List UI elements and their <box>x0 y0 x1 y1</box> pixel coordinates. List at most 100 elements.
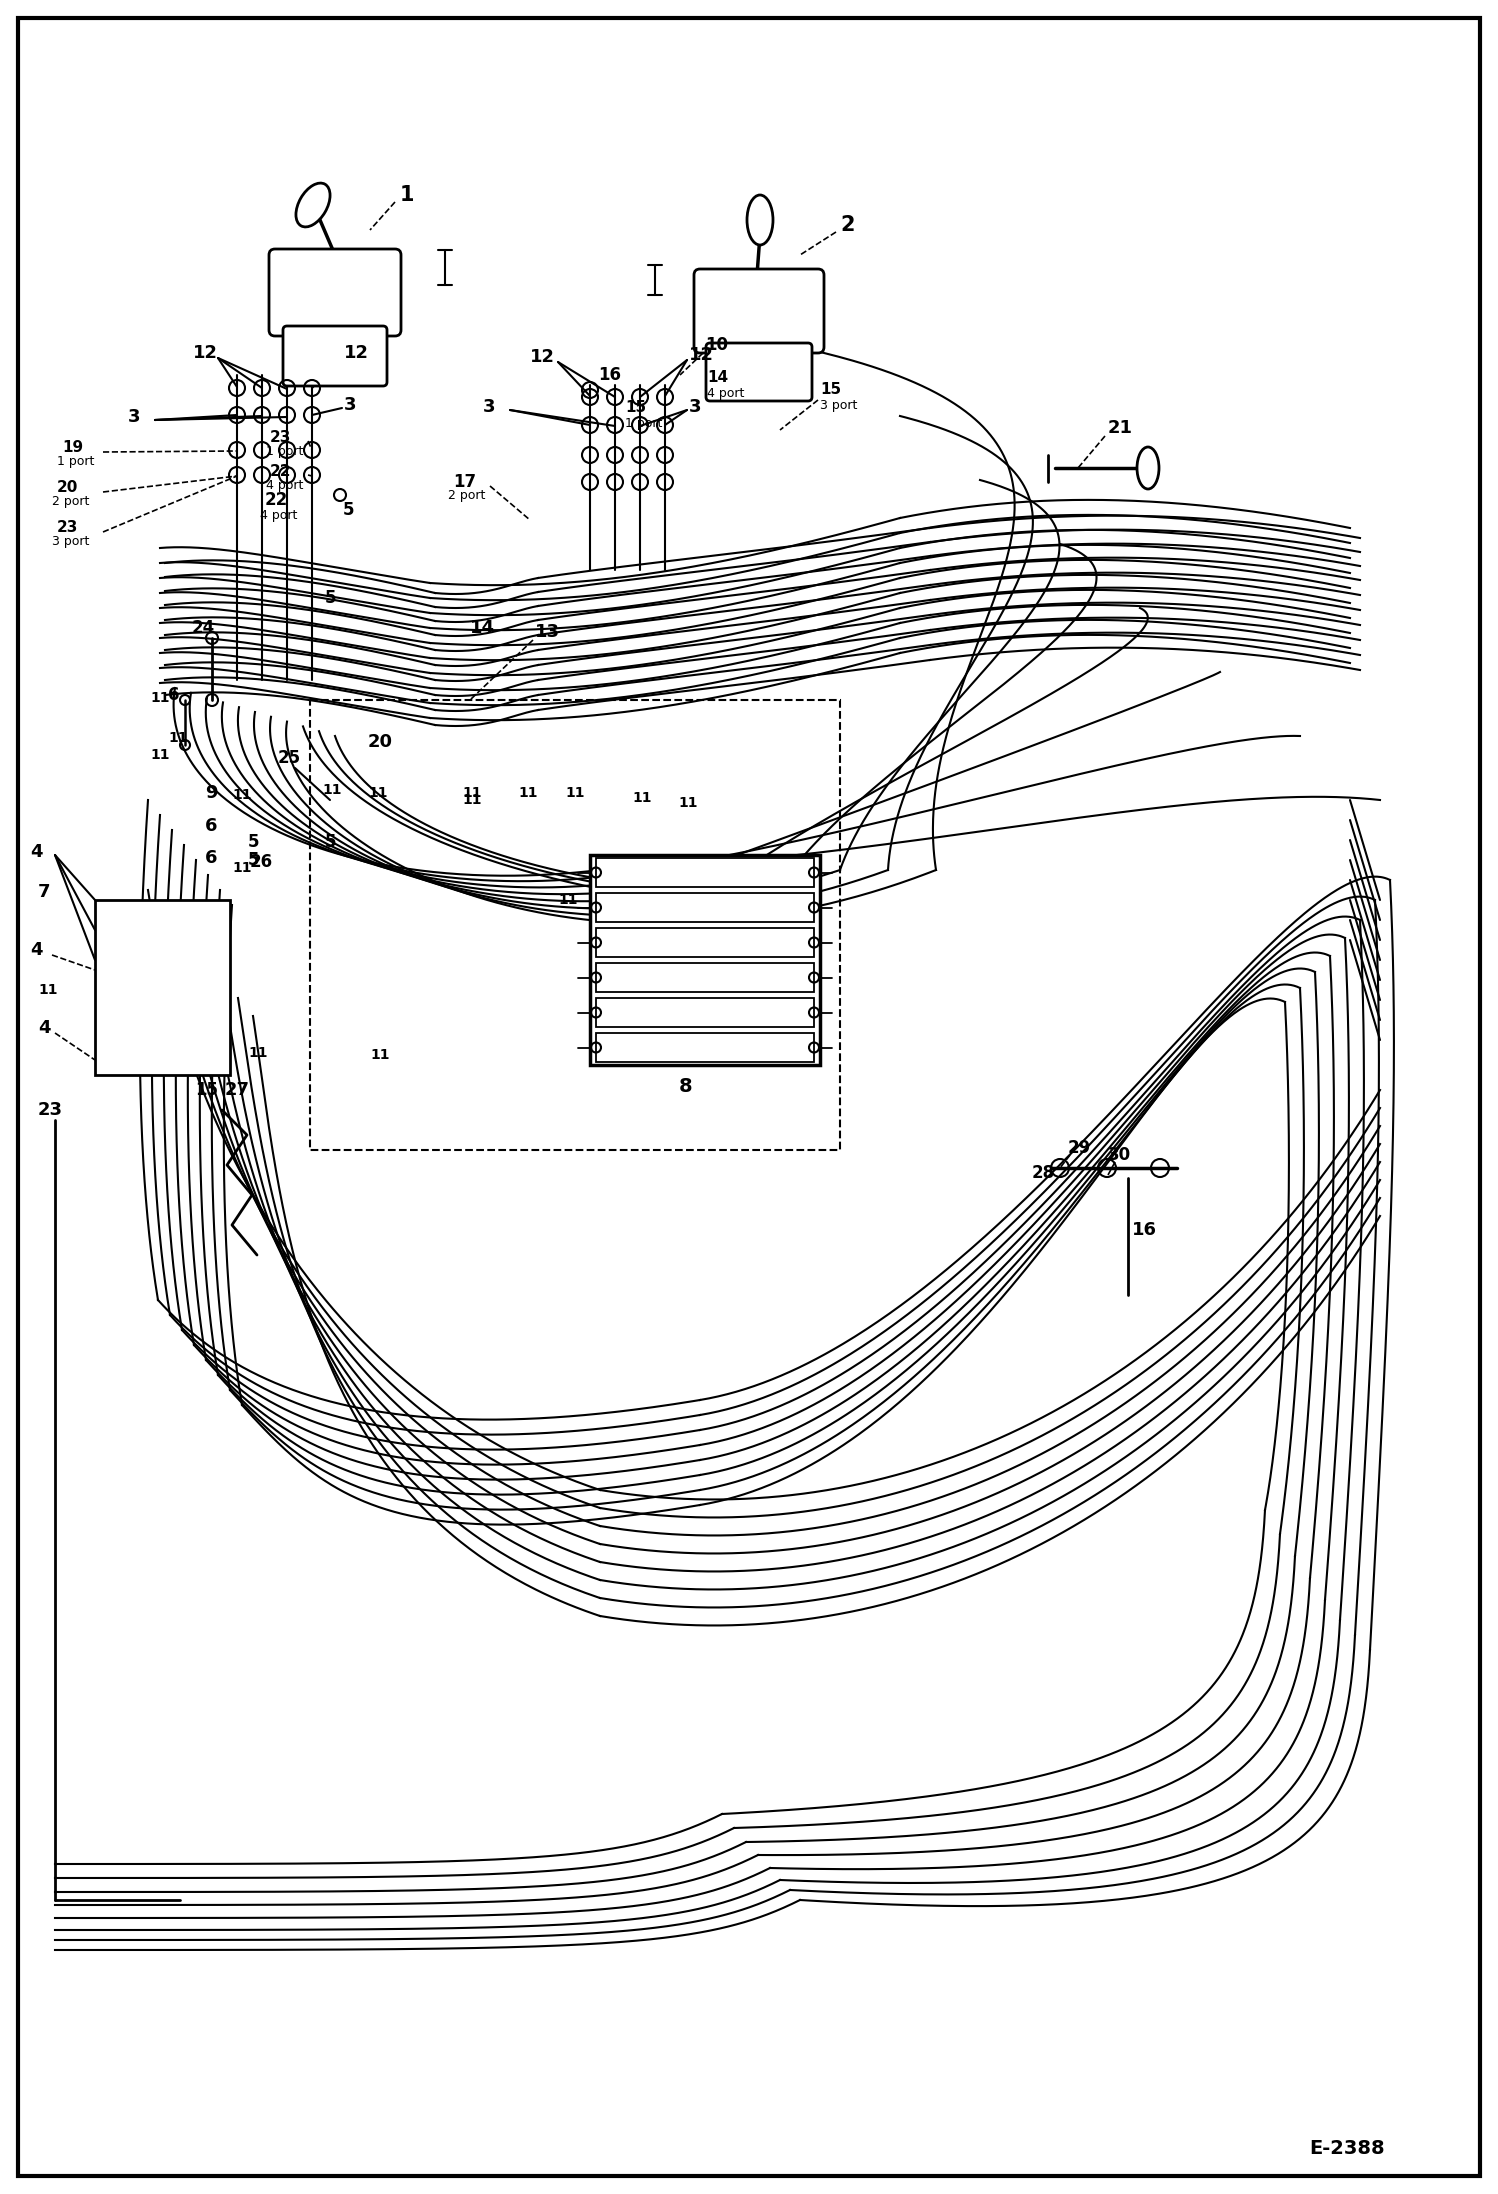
Text: 11: 11 <box>369 785 388 801</box>
Text: 12: 12 <box>345 344 369 362</box>
Bar <box>310 700 840 1150</box>
Text: 17: 17 <box>452 474 476 491</box>
Text: 11: 11 <box>150 979 169 992</box>
Text: E-2388: E-2388 <box>1309 2139 1386 2157</box>
Text: 4 port: 4 port <box>261 509 298 522</box>
Text: 15: 15 <box>819 382 840 397</box>
Text: 23: 23 <box>57 520 78 535</box>
Text: 2 port: 2 port <box>52 496 90 509</box>
Text: 21: 21 <box>1109 419 1132 437</box>
FancyBboxPatch shape <box>283 327 386 386</box>
Bar <box>596 998 813 1027</box>
Text: 19: 19 <box>61 441 82 456</box>
Text: 1 port: 1 port <box>625 417 662 430</box>
Text: 22: 22 <box>270 465 292 480</box>
Text: 15: 15 <box>625 402 646 415</box>
Bar <box>94 900 231 1075</box>
Ellipse shape <box>297 182 330 226</box>
Text: 6: 6 <box>168 687 180 704</box>
Text: 26: 26 <box>148 946 171 963</box>
Text: 6: 6 <box>205 849 217 867</box>
Text: 22: 22 <box>265 491 288 509</box>
Text: 11: 11 <box>232 860 252 875</box>
Text: 11: 11 <box>168 731 187 746</box>
Text: 1 port: 1 port <box>57 456 94 470</box>
Text: 10: 10 <box>706 336 728 353</box>
FancyBboxPatch shape <box>706 342 812 402</box>
Text: 13: 13 <box>535 623 560 641</box>
Text: 15: 15 <box>195 1042 219 1062</box>
Bar <box>596 963 813 992</box>
Text: 3: 3 <box>482 397 496 417</box>
Text: 27: 27 <box>225 1082 250 1099</box>
Text: 5: 5 <box>325 588 337 608</box>
Bar <box>596 893 813 921</box>
Text: 4 port: 4 port <box>267 480 304 491</box>
Text: 11: 11 <box>150 748 169 761</box>
Text: 11: 11 <box>322 783 342 796</box>
Text: 11: 11 <box>37 983 57 996</box>
Text: 18: 18 <box>668 970 694 987</box>
Text: 22: 22 <box>619 1018 641 1038</box>
Text: 11: 11 <box>461 792 481 807</box>
Text: 3 port: 3 port <box>819 399 857 412</box>
Text: 5: 5 <box>249 834 259 851</box>
FancyBboxPatch shape <box>270 248 401 336</box>
Ellipse shape <box>1137 448 1159 489</box>
Text: 11: 11 <box>150 691 169 704</box>
Text: 15: 15 <box>195 1082 219 1099</box>
Text: 12: 12 <box>193 344 219 362</box>
Text: 11: 11 <box>632 792 652 805</box>
Text: 6: 6 <box>205 816 217 836</box>
Text: 14: 14 <box>470 619 494 636</box>
Bar <box>596 858 813 886</box>
Text: 12: 12 <box>689 347 715 364</box>
Text: 16: 16 <box>1132 1222 1156 1240</box>
Text: 11: 11 <box>232 788 252 803</box>
Text: 3: 3 <box>127 408 141 426</box>
Text: 2 port: 2 port <box>448 489 485 502</box>
Text: 4 port: 4 port <box>707 386 745 399</box>
Text: 16: 16 <box>598 366 622 384</box>
Text: 30: 30 <box>1109 1145 1131 1165</box>
Text: 1 port: 1 port <box>267 445 304 459</box>
Text: 12: 12 <box>530 349 554 366</box>
Text: 4: 4 <box>30 941 42 959</box>
Text: 29: 29 <box>1068 1139 1091 1156</box>
Text: 3 port: 3 port <box>52 535 90 548</box>
Text: 9: 9 <box>205 783 217 803</box>
Text: 20: 20 <box>369 733 392 750</box>
Text: 19: 19 <box>643 906 667 924</box>
Text: 5: 5 <box>325 834 337 851</box>
Bar <box>596 1033 813 1062</box>
Text: 8: 8 <box>679 1077 692 1097</box>
Text: 3: 3 <box>689 397 701 417</box>
Text: 24: 24 <box>192 619 216 636</box>
Text: 2: 2 <box>840 215 854 235</box>
Text: 14: 14 <box>707 371 728 386</box>
Text: 11: 11 <box>598 972 617 987</box>
Text: 11: 11 <box>679 796 698 810</box>
Text: 11: 11 <box>249 1047 268 1060</box>
Text: 3: 3 <box>345 395 357 415</box>
Text: 5: 5 <box>343 500 355 520</box>
Text: 5: 5 <box>249 851 259 869</box>
Text: 17: 17 <box>608 970 631 987</box>
Text: 25: 25 <box>279 748 301 768</box>
Text: 11: 11 <box>461 785 481 801</box>
FancyBboxPatch shape <box>694 270 824 353</box>
Text: 28: 28 <box>1032 1165 1055 1183</box>
Text: 23: 23 <box>37 1101 63 1119</box>
Text: 11: 11 <box>370 1049 389 1062</box>
Text: 20: 20 <box>57 480 78 496</box>
Text: 11: 11 <box>557 893 578 906</box>
Bar <box>590 856 819 1064</box>
Text: 11: 11 <box>518 785 538 801</box>
Text: 7: 7 <box>37 882 51 902</box>
Bar <box>596 928 813 957</box>
Ellipse shape <box>748 195 773 246</box>
Text: 4: 4 <box>30 842 42 860</box>
Text: 26: 26 <box>250 853 273 871</box>
Text: 4: 4 <box>37 1018 51 1038</box>
Text: 1: 1 <box>400 184 415 204</box>
